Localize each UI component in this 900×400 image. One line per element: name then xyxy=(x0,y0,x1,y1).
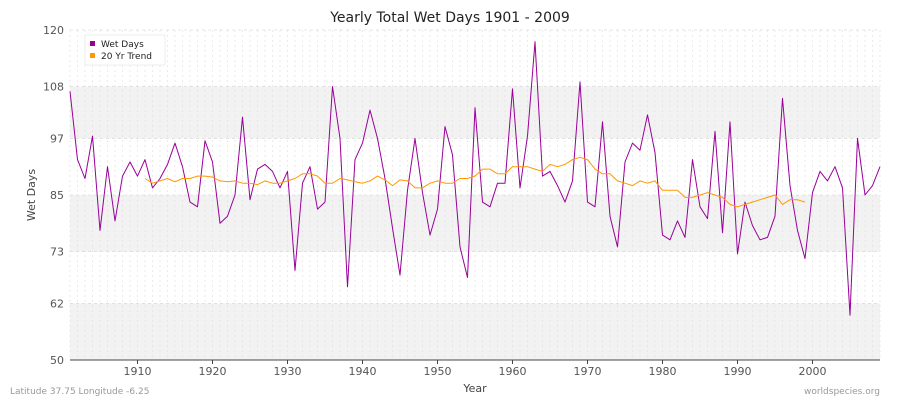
x-tick-label: 1940 xyxy=(349,365,377,378)
legend: Wet Days 20 Yr Trend xyxy=(84,34,166,66)
x-tick-label: 1960 xyxy=(499,365,527,378)
y-axis-ticks: 50 62 73 85 97 108 120 xyxy=(43,24,64,367)
legend-box xyxy=(84,34,166,66)
wet-days-line xyxy=(69,41,881,316)
x-axis-ticks: 1910 1920 1930 1940 1950 1960 1970 1980 1990 2000 xyxy=(124,360,827,378)
y-tick-label: 97 xyxy=(50,132,64,145)
x-tick-label: 1950 xyxy=(424,365,452,378)
series-layer xyxy=(69,41,881,316)
footer-location: Latitude 37.75 Longitude -6.25 xyxy=(10,387,149,397)
x-tick-label: 1970 xyxy=(574,365,602,378)
plot-band xyxy=(70,30,880,87)
y-tick-label: 108 xyxy=(43,81,64,94)
y-tick-label: 50 xyxy=(50,354,64,367)
y-tick-label: 62 xyxy=(50,297,64,310)
y-axis-label: Wet Days xyxy=(25,169,38,222)
y-tick-label: 85 xyxy=(50,189,64,202)
x-tick-label: 1990 xyxy=(724,365,752,378)
trend-line xyxy=(144,156,806,208)
footer-source: worldspecies.org xyxy=(804,387,880,397)
x-tick-label: 1980 xyxy=(649,365,677,378)
x-tick-label: 1910 xyxy=(124,365,152,378)
x-axis-label: Year xyxy=(462,382,487,395)
legend-label-wet-days: Wet Days xyxy=(101,40,144,50)
chart-title: Yearly Total Wet Days 1901 - 2009 xyxy=(329,10,570,26)
legend-swatch-trend xyxy=(90,53,95,58)
x-tick-label: 1930 xyxy=(274,365,302,378)
y-tick-label: 73 xyxy=(50,246,64,259)
gridlines xyxy=(69,29,881,361)
x-tick-label: 2000 xyxy=(799,365,827,378)
x-tick-label: 1920 xyxy=(199,365,227,378)
legend-swatch-wet-days xyxy=(90,41,95,46)
y-tick-label: 120 xyxy=(43,24,64,37)
legend-label-trend: 20 Yr Trend xyxy=(101,52,152,62)
